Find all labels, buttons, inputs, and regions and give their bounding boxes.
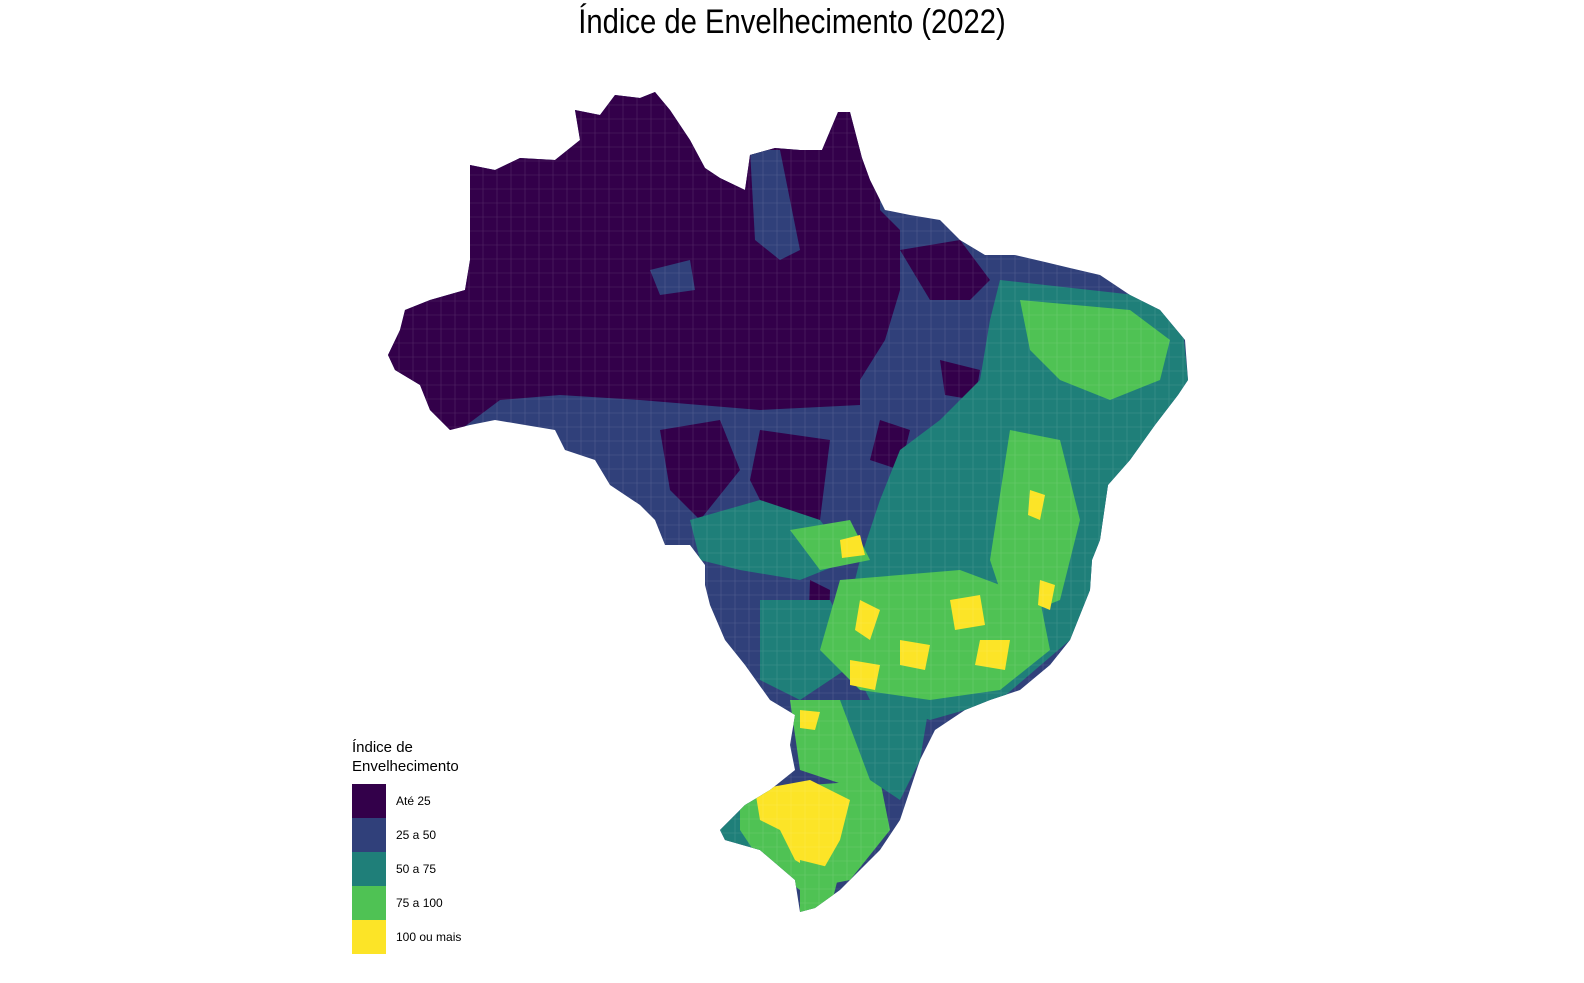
legend-label: 75 a 100 [396,896,443,910]
legend-item: 50 a 75 [352,852,532,886]
legend-label: 100 ou mais [396,930,462,944]
legend-label: 25 a 50 [396,828,437,842]
legend-swatch [352,886,386,920]
legend-label: Até 25 [396,794,431,808]
map-title: Índice de Envelhecimento (2022) [578,3,1006,41]
legend-item: Até 25 [352,784,532,818]
legend-item: 75 a 100 [352,886,532,920]
legend-swatch [352,852,386,886]
legend-swatch [352,818,386,852]
legend-swatch [352,920,386,954]
legend-label: 50 a 75 [396,862,437,876]
legend-item: 25 a 50 [352,818,532,852]
legend-item: 100 ou mais [352,920,532,954]
legend-swatch [352,784,386,818]
legend-title: Índice de Envelhecimento [352,739,459,775]
legend: Índice de Envelhecimento Até 25 25 a 50 … [352,738,532,954]
